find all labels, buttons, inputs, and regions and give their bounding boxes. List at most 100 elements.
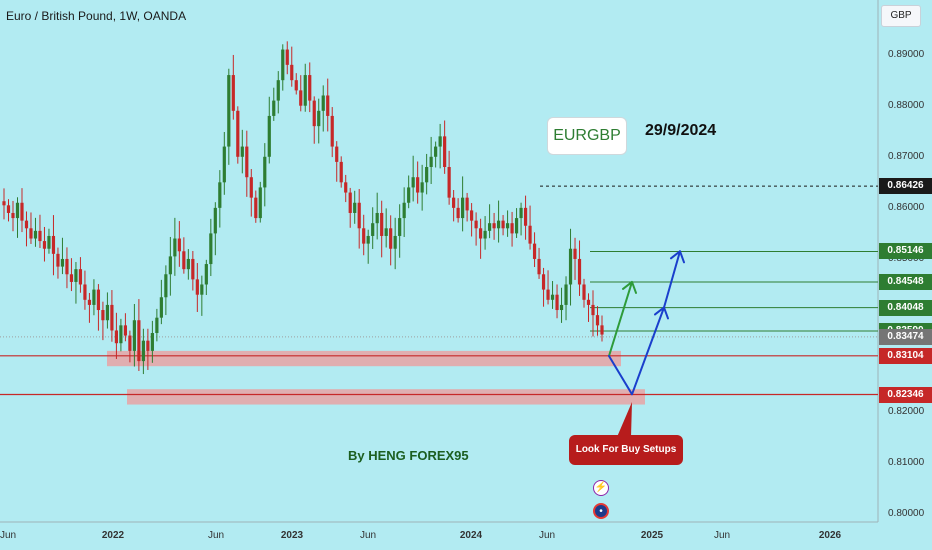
candle-body xyxy=(362,228,366,244)
candle-body xyxy=(20,202,24,221)
candle-body xyxy=(74,269,78,282)
candle-body xyxy=(56,253,60,267)
candle-body xyxy=(371,223,375,236)
scenario-path xyxy=(608,250,681,396)
candle-body xyxy=(128,335,132,351)
candle-body xyxy=(452,197,456,208)
candle-body xyxy=(231,75,235,111)
candle-body xyxy=(577,258,582,285)
candle-body xyxy=(474,220,478,229)
candle-body xyxy=(492,223,496,229)
candle-body xyxy=(159,297,163,318)
x-tick-label: Jun xyxy=(713,530,731,541)
candle-body xyxy=(317,110,321,127)
candle-body xyxy=(209,233,213,265)
candle-body xyxy=(456,207,460,219)
candle-body xyxy=(429,156,433,168)
candle-body xyxy=(114,330,119,344)
candle-body xyxy=(487,223,492,231)
candle-body xyxy=(398,218,402,236)
candle-body xyxy=(276,80,280,101)
candle-body xyxy=(146,340,150,351)
x-tick-label: Jun xyxy=(207,530,225,541)
candle-body xyxy=(101,310,105,321)
candle-body xyxy=(595,315,600,326)
candle-body xyxy=(299,90,303,106)
candle-body xyxy=(222,146,226,183)
candle-body xyxy=(177,238,181,252)
author-label: By HENG FOREX95 xyxy=(348,448,469,463)
y-tick-label: 0.81000 xyxy=(888,457,925,469)
candle-body xyxy=(447,167,451,198)
candle-body xyxy=(263,156,267,188)
candle-body xyxy=(33,230,38,239)
candle-body xyxy=(330,115,334,147)
lightning-icon[interactable]: ⚡ xyxy=(593,480,609,496)
currency-button[interactable]: GBP xyxy=(881,5,921,27)
candle-body xyxy=(443,136,447,168)
chart-title: Euro / British Pound, 1W, OANDA xyxy=(6,9,187,23)
candle-body xyxy=(559,304,564,311)
candle-body xyxy=(312,100,316,127)
x-tick-label: 2023 xyxy=(280,530,304,541)
candle-body xyxy=(357,202,361,229)
candle-body xyxy=(96,289,101,311)
candle-body xyxy=(339,161,343,183)
scenario-path xyxy=(608,280,633,357)
candle-body xyxy=(546,289,550,300)
arrow-head xyxy=(670,250,685,264)
candle-body xyxy=(523,207,528,226)
price-tag: 0.84048 xyxy=(879,299,932,316)
candle-body xyxy=(290,64,294,81)
candle-body xyxy=(344,182,348,193)
candle-body xyxy=(555,294,559,311)
candle-body xyxy=(218,182,222,208)
candle-body xyxy=(186,258,190,270)
globe-icon[interactable]: • xyxy=(593,503,609,519)
candle-body xyxy=(420,182,424,193)
candle-body xyxy=(294,80,298,91)
candle-body xyxy=(6,205,11,213)
y-tick-label: 0.80000 xyxy=(888,508,925,520)
candle-body xyxy=(2,201,6,206)
candle-body xyxy=(105,304,110,321)
candle-body xyxy=(505,223,510,229)
candle-body xyxy=(92,289,96,305)
candle-body xyxy=(137,320,141,362)
candle-body xyxy=(425,167,429,183)
candle-body xyxy=(240,146,244,157)
candle-body xyxy=(375,212,379,224)
candle-body xyxy=(586,299,591,305)
price-tag: 0.82346 xyxy=(879,386,932,403)
candle-body xyxy=(402,202,406,219)
candle-body xyxy=(272,100,276,116)
candle-body xyxy=(348,192,352,213)
candle-body xyxy=(11,212,15,219)
price-tag: 0.83104 xyxy=(879,347,932,364)
price-tag: 0.86426 xyxy=(879,178,932,195)
y-tick-label: 0.82000 xyxy=(888,406,925,418)
candle-body xyxy=(479,228,483,239)
candle-body xyxy=(550,294,555,300)
candle-body xyxy=(591,304,595,316)
candle-body xyxy=(393,235,397,249)
candle-body xyxy=(29,228,33,239)
candle-body xyxy=(541,274,546,290)
candle-body xyxy=(42,241,47,249)
price-tag: 0.83474 xyxy=(879,328,932,345)
candle-body xyxy=(150,333,154,351)
candle-body xyxy=(335,146,339,162)
y-tick-label: 0.88000 xyxy=(888,99,925,111)
candle-body xyxy=(434,146,438,157)
candle-body xyxy=(326,95,330,116)
candle-body xyxy=(568,248,573,285)
y-tick-label: 0.89000 xyxy=(888,48,925,60)
candle-body xyxy=(519,207,523,219)
x-tick-label: Jun xyxy=(359,530,377,541)
arrow-head xyxy=(654,306,669,320)
candle-body xyxy=(254,197,258,219)
x-tick-label: 2024 xyxy=(459,530,483,541)
candle-body xyxy=(173,238,177,257)
